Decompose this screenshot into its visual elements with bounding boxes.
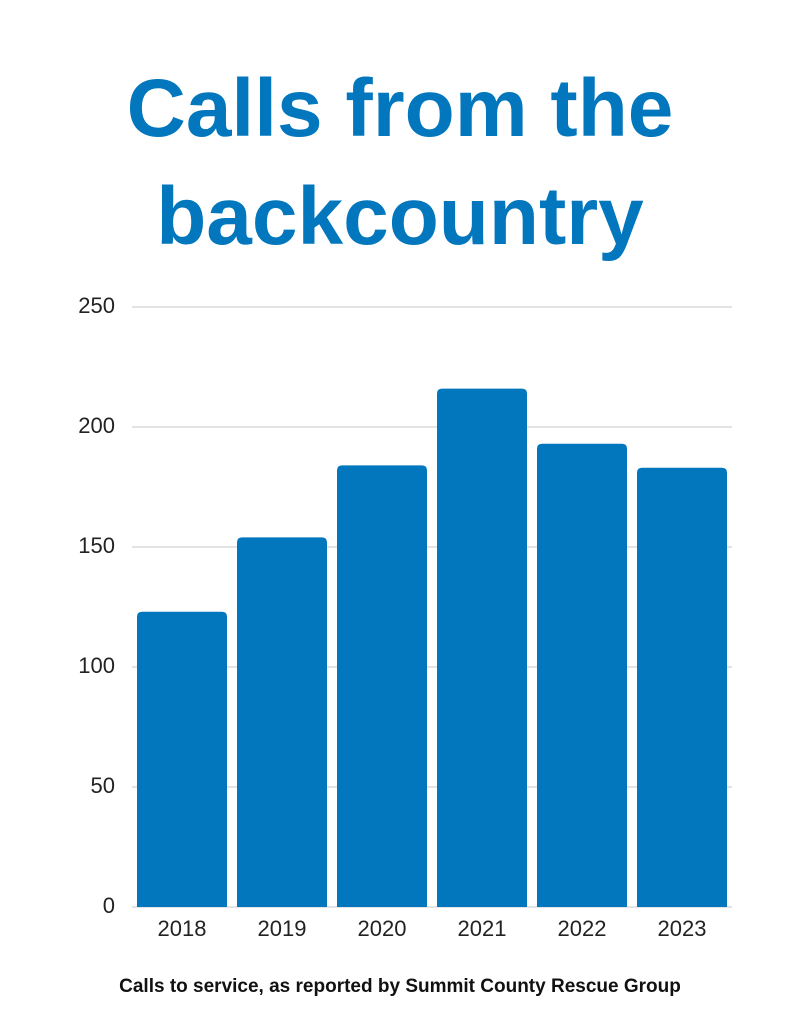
- chart-title: Calls from the backcountry: [126, 63, 674, 262]
- x-tick-label: 2020: [358, 916, 407, 941]
- chart: 0 50 100 150 200 250 2018 2019 2020 2021 2022 2023: [78, 293, 732, 941]
- bar: [637, 467, 727, 907]
- y-tick-label: 0: [103, 893, 115, 918]
- x-tick-label: 2022: [558, 916, 607, 941]
- bar: [237, 537, 327, 907]
- y-tick-label: 250: [78, 293, 115, 318]
- y-tick-label: 150: [78, 533, 115, 558]
- x-tick-label: 2023: [658, 916, 707, 941]
- bar: [137, 611, 227, 907]
- y-tick-label: 100: [78, 653, 115, 678]
- x-tick-label: 2019: [258, 916, 307, 941]
- x-tick-label: 2021: [458, 916, 507, 941]
- chart-caption: Calls to service, as reported by Summit …: [119, 976, 681, 997]
- y-tick-label: 200: [78, 413, 115, 438]
- bar: [437, 388, 527, 908]
- bar: [337, 465, 427, 907]
- x-tick-label: 2018: [158, 916, 207, 941]
- y-tick-label: 50: [91, 773, 115, 798]
- bar: [537, 443, 627, 907]
